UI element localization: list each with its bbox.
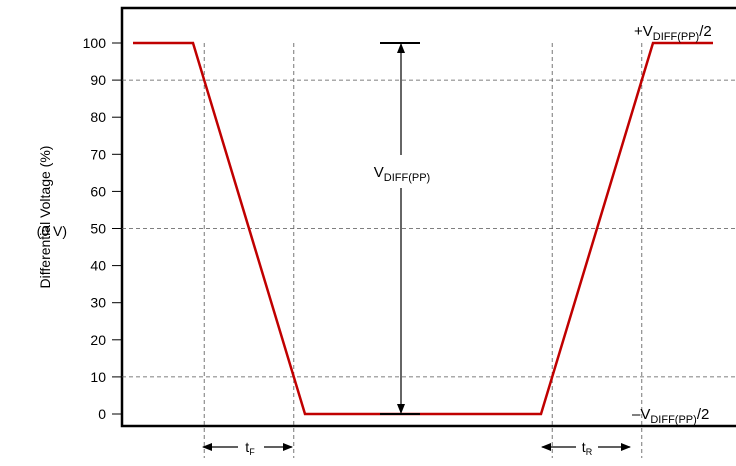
- tf-label: tF: [245, 439, 255, 457]
- y-tick-label-10: 10: [90, 369, 106, 385]
- plot-frame: [120, 6, 736, 428]
- time-guides: [203, 43, 643, 458]
- positive-half-vdiff-label: +VDIFF(PP)/2: [634, 23, 712, 43]
- y-axis-title: Differential Voltage (%): [37, 146, 53, 289]
- gridlines: [122, 79, 736, 378]
- y-tick-label-30: 30: [90, 295, 106, 311]
- y-tick-label-80: 80: [90, 109, 106, 125]
- y-tick-label-0: 0: [98, 406, 106, 422]
- negative-half-vdiff-label: –VDIFF(PP)/2: [632, 406, 709, 426]
- series-line: [133, 41, 713, 416]
- y-tick-label-50: 50: [90, 221, 106, 237]
- y-tick-label-100: 100: [83, 35, 107, 51]
- y-axis: 0 10 20 30 40 50 60 70 80 90 100: [83, 35, 122, 422]
- y-tick-label-90: 90: [90, 72, 106, 88]
- y-tick-label-20: 20: [90, 332, 106, 348]
- vdiff-label: VDIFF(PP): [374, 164, 430, 184]
- y-tick-label-70: 70: [90, 146, 106, 162]
- zero-volt-label: (0 V): [37, 223, 67, 239]
- y-tick-label-60: 60: [90, 183, 106, 199]
- y-tick-label-40: 40: [90, 258, 106, 274]
- tr-label: tR: [582, 439, 593, 457]
